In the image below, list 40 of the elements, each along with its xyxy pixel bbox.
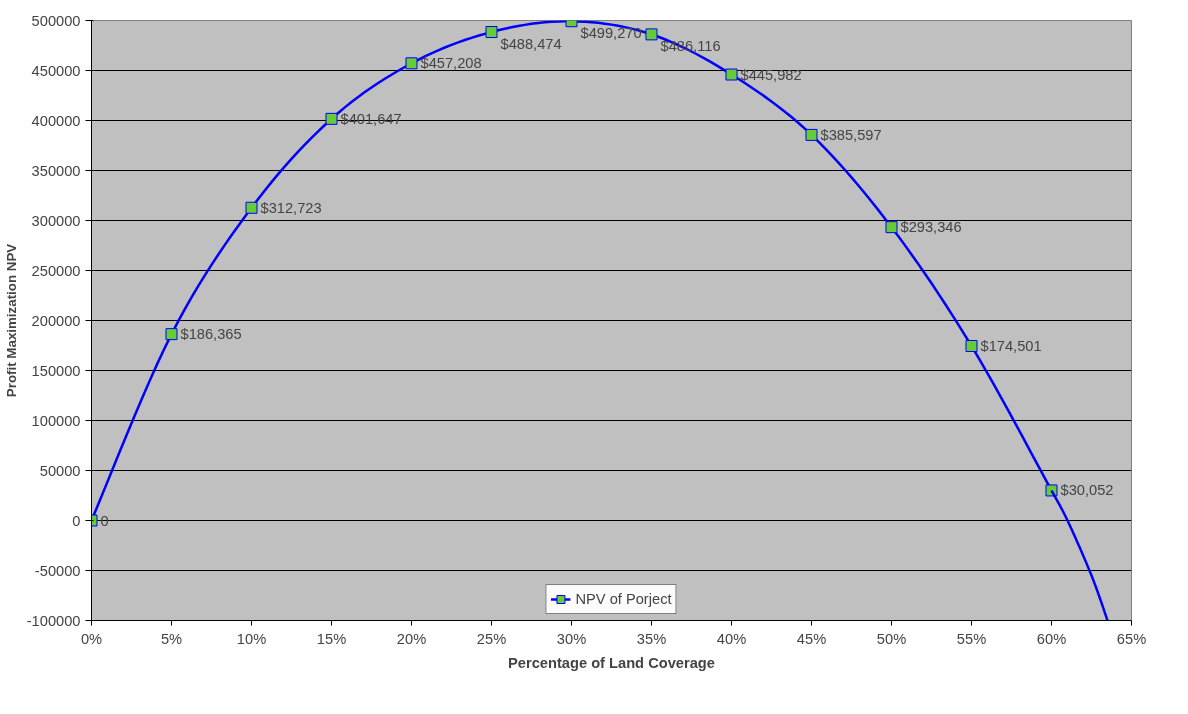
y-tick-label: 300000 [31,212,81,229]
y-axis-title: Profit Maximization NPV [3,243,19,398]
legend-label: NPV of Porject [575,591,672,607]
x-tick-label: 55% [956,630,987,647]
x-axis-title: Percentage of Land Coverage [508,654,715,671]
y-tick-label: 450000 [31,62,81,79]
x-tick-label: 20% [396,630,427,647]
x-tick-label: 60% [1036,630,1067,647]
data-label: $499,270 [580,25,642,42]
data-label: $30,052 [1060,482,1114,499]
x-tick-label: 30% [556,630,587,647]
y-tick-label: 350000 [31,162,81,179]
x-tick-label: 15% [316,630,347,647]
data-label: $488,474 [500,36,562,53]
x-tick-label: 5% [160,630,183,647]
x-tick-label: 45% [796,630,827,647]
y-tick-label: 100000 [31,412,81,429]
data-label: $186,365 [180,326,242,343]
x-tick-label: 10% [236,630,267,647]
x-tick-label: 0% [80,630,103,647]
y-tick-label: 500000 [31,12,81,29]
x-tick-label: 50% [876,630,907,647]
y-tick-label: 200000 [31,312,81,329]
x-tick-label: 25% [476,630,507,647]
y-tick-label: 50000 [39,462,81,479]
y-tick-label: 0 [72,512,81,529]
x-tick-label: 35% [636,630,667,647]
x-tick-label: 65% [1116,630,1147,647]
y-tick-label: -100000 [26,612,81,629]
data-label: $312,723 [260,199,322,216]
data-label: $174,501 [980,338,1042,354]
data-label: $385,597 [820,126,882,143]
y-tick-label: -50000 [34,562,81,579]
y-tick-label: 400000 [31,112,81,129]
data-label: $293,346 [900,219,962,236]
data-label: $457,208 [420,55,482,72]
y-tick-label: 150000 [31,362,81,379]
x-tick-label: 40% [716,630,747,647]
data-label: $445,982 [740,66,802,83]
y-tick-label: 250000 [31,262,81,279]
